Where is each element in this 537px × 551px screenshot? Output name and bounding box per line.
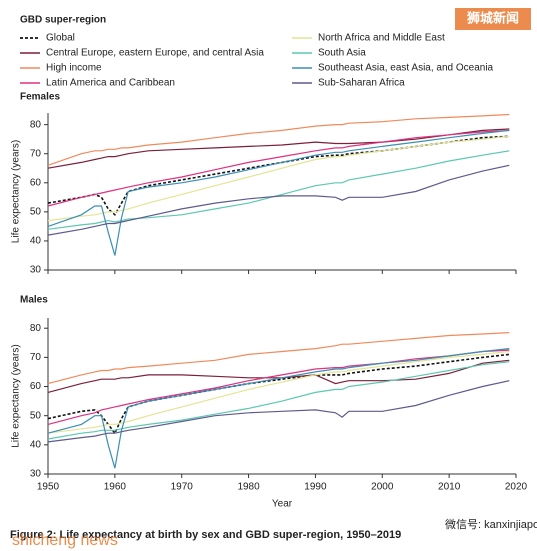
y-axis-label: Life expectancy (years) xyxy=(11,140,22,243)
legend-label: Latin America and Caribbean xyxy=(46,78,175,89)
series-line xyxy=(47,135,510,217)
series-line xyxy=(47,129,510,256)
y-axis-label: Life expectancy (years) xyxy=(11,344,22,447)
series-line xyxy=(47,359,510,393)
panel-title: Females xyxy=(20,92,60,103)
x-tick-label: 2000 xyxy=(371,482,394,493)
legend-label: Global xyxy=(46,33,75,44)
x-tick-label: 1990 xyxy=(304,482,327,493)
y-tick-label: 50 xyxy=(30,410,42,421)
x-tick-label: 1950 xyxy=(37,482,60,493)
x-tick-label: 1970 xyxy=(171,482,194,493)
watermark: shicheng news xyxy=(12,532,118,549)
x-tick-label: 1980 xyxy=(237,482,260,493)
watermark: 狮城新闻 xyxy=(466,10,519,25)
panel-title: Males xyxy=(20,295,48,306)
y-tick-label: 70 xyxy=(30,352,42,363)
y-tick-label: 80 xyxy=(30,119,42,130)
y-tick-label: 40 xyxy=(30,439,42,450)
y-tick-label: 30 xyxy=(30,469,42,480)
series-line xyxy=(47,380,510,443)
legend-label: Southeast Asia, east Asia, and Oceania xyxy=(318,63,494,74)
series-line xyxy=(47,353,510,435)
caption: Figure 2: Life expectancy at birth by se… xyxy=(10,529,401,541)
series-line xyxy=(47,350,510,434)
legend-label: Central Europe, eastern Europe, and cent… xyxy=(46,48,264,59)
series-line xyxy=(47,113,510,166)
watermark: 微信号: kanxinjiapo xyxy=(445,517,537,531)
series-line xyxy=(47,348,510,469)
y-tick-label: 30 xyxy=(30,265,42,276)
y-tick-label: 60 xyxy=(30,177,42,188)
legend-label: High income xyxy=(46,63,102,74)
x-tick-label: 1960 xyxy=(104,482,127,493)
legend-label: Sub-Saharan Africa xyxy=(318,78,405,89)
y-tick-label: 70 xyxy=(30,148,42,159)
y-tick-label: 40 xyxy=(30,236,42,247)
x-tick-label: 2010 xyxy=(438,482,461,493)
series-line xyxy=(47,129,510,207)
series-line xyxy=(47,128,510,169)
series-line xyxy=(47,349,510,425)
series-line xyxy=(47,332,510,385)
legend-label: North Africa and Middle East xyxy=(318,33,445,44)
y-tick-label: 80 xyxy=(30,323,42,334)
x-tick-label: 2020 xyxy=(505,482,528,493)
watermark-badge xyxy=(455,8,531,30)
y-tick-label: 50 xyxy=(30,206,42,217)
x-axis-label: Year xyxy=(272,499,293,510)
y-tick-label: 60 xyxy=(30,381,42,392)
legend-label: South Asia xyxy=(318,48,366,59)
series-line xyxy=(47,164,510,236)
legend-title: GBD super-region xyxy=(20,15,106,26)
series-line xyxy=(47,135,510,222)
